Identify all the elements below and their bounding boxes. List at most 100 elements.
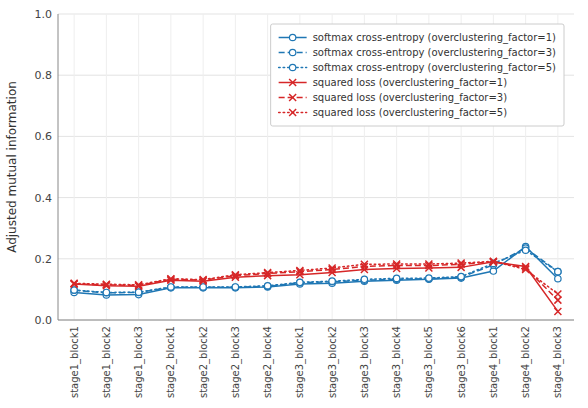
y-tick-label: 0.4 (35, 192, 53, 205)
point (490, 268, 496, 274)
point (264, 270, 271, 277)
x-tick-label: stage3_block5 (423, 326, 435, 398)
point (555, 275, 561, 281)
grid-line (58, 136, 574, 137)
point (135, 281, 142, 288)
legend-marker (289, 109, 296, 116)
x-axis (58, 320, 574, 321)
point (135, 282, 142, 289)
x-tick-label: stage4_block2 (520, 326, 532, 398)
legend-marker (289, 79, 296, 86)
point (522, 247, 528, 253)
point (168, 284, 174, 290)
chart: 0.00.20.40.60.81.0stage1_block1stage1_bl… (0, 0, 588, 408)
plot-area (58, 14, 574, 320)
point (361, 276, 367, 282)
x-tick-label: stage4_block3 (552, 326, 564, 398)
point (329, 279, 335, 285)
point (103, 289, 109, 295)
series-line (74, 248, 558, 293)
point (554, 297, 561, 304)
series (71, 258, 562, 303)
point (135, 289, 141, 295)
point (361, 277, 367, 283)
point (522, 266, 529, 273)
point (490, 258, 497, 265)
y-tick-label: 1.0 (35, 8, 53, 21)
legend-label: softmax cross-entropy (overclustering_fa… (313, 47, 556, 59)
legend-marker (289, 34, 295, 40)
point (71, 280, 78, 287)
point (393, 276, 399, 282)
y-tick-label: 0.2 (35, 253, 53, 266)
point (168, 284, 174, 290)
series-line (74, 247, 558, 295)
point (264, 269, 271, 276)
legend-label: softmax cross-entropy (overclustering_fa… (313, 32, 556, 44)
legend-label: squared loss (overclustering_factor=5) (313, 107, 508, 119)
y-tick-label: 0.8 (35, 69, 53, 82)
point (71, 287, 77, 293)
point (296, 267, 303, 274)
series-group (71, 243, 562, 315)
grid-line (203, 14, 204, 320)
point (232, 272, 239, 279)
legend-box (271, 24, 564, 126)
x-tick-label: stage3_block4 (391, 326, 403, 398)
grid-line (106, 14, 107, 320)
point (426, 275, 432, 281)
y-tick-label: 0.6 (35, 130, 53, 143)
point (458, 274, 464, 280)
point (554, 308, 561, 315)
grid-line (74, 14, 75, 320)
grid-line (58, 197, 574, 198)
point (200, 285, 206, 291)
legend-marker (289, 94, 296, 101)
point (393, 261, 400, 268)
point (393, 275, 399, 281)
legend-marker (289, 64, 295, 70)
point (200, 284, 206, 290)
x-tick-label: stage2_block4 (262, 326, 274, 398)
point (361, 261, 368, 268)
y-axis (58, 14, 59, 320)
point (167, 275, 174, 282)
point (296, 268, 303, 275)
point (103, 281, 110, 288)
point (71, 287, 77, 293)
point (555, 268, 561, 274)
point (232, 271, 239, 278)
x-tick-label: stage3_block2 (327, 326, 339, 398)
point (458, 261, 465, 268)
series (71, 247, 561, 296)
legend-label: squared loss (overclustering_factor=1) (313, 77, 508, 89)
grid-line (58, 320, 574, 321)
series-line (74, 262, 558, 312)
point (297, 279, 303, 285)
point (297, 279, 303, 285)
point (71, 280, 78, 287)
legend-label: softmax cross-entropy (overclustering_fa… (313, 62, 556, 74)
grid-line (58, 14, 574, 15)
x-tick-label: stage3_block6 (456, 326, 468, 398)
legend-label: squared loss (overclustering_factor=3) (313, 92, 508, 104)
point (135, 289, 141, 295)
x-tick-label: stage3_block1 (294, 326, 306, 398)
grid-line (170, 14, 171, 320)
x-tick-label: stage4_block1 (488, 326, 500, 398)
point (425, 261, 432, 268)
point (168, 285, 174, 291)
point (554, 290, 561, 297)
series-line (74, 262, 558, 300)
x-tick-label: stage2_block2 (198, 326, 210, 398)
x-tick-label: stage2_block3 (230, 326, 242, 398)
grid-line (138, 14, 139, 320)
grid (58, 14, 574, 320)
point (264, 283, 270, 289)
point (200, 284, 206, 290)
point (200, 276, 207, 283)
series (71, 258, 562, 315)
series-line (74, 261, 558, 294)
x-tick-label: stage1_block2 (101, 326, 113, 398)
point (458, 260, 465, 267)
